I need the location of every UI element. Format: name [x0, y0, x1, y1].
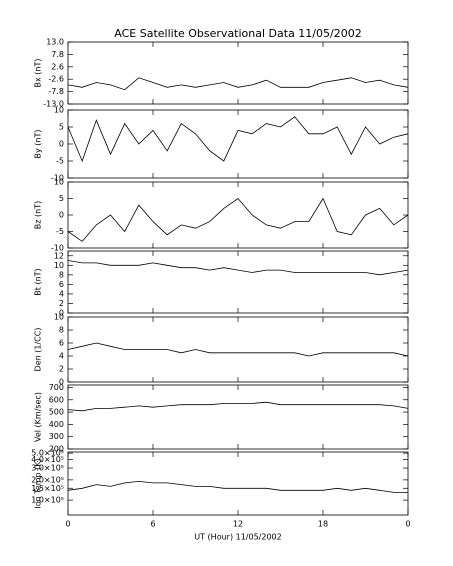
y-tick-label: 10	[54, 106, 64, 115]
data-line	[67, 77, 409, 91]
y-tick-label: 7.8	[51, 50, 64, 59]
y-tick-label: -5	[56, 227, 64, 236]
x-tick-label: 6	[150, 520, 155, 529]
data-line	[67, 342, 409, 357]
y-tick-label: -13.0	[43, 100, 64, 109]
y-tick-label: 5.0×10⁵	[31, 449, 64, 458]
y-tick-label: 10	[54, 313, 64, 322]
y-tick-label: 6	[59, 280, 64, 289]
panel-frame	[67, 451, 409, 516]
y-tick-label: 13.0	[46, 38, 64, 47]
y-tick-label: 0	[59, 211, 64, 220]
data-line	[67, 401, 409, 412]
y-axis-label: Bx (nT)	[34, 59, 43, 88]
x-tick-label: 0	[405, 520, 410, 529]
y-tick-label: -10	[51, 174, 64, 183]
y-tick-label: 3.0×10⁵	[31, 464, 64, 473]
y-tick-label: 2.0×10⁵	[31, 475, 64, 484]
y-tick-label: 5	[59, 123, 64, 132]
y-axis-label: Vel (Km/sec)	[34, 392, 43, 442]
panel-frame	[67, 181, 409, 249]
y-tick-label: 1.0×10⁵	[31, 496, 64, 505]
data-line	[67, 260, 409, 276]
x-tick-label: 12	[233, 520, 243, 529]
y-tick-label: -10	[51, 244, 64, 253]
y-tick-label: 500	[49, 408, 64, 417]
x-tick-label: 0	[65, 520, 70, 529]
panel-frame	[67, 41, 409, 105]
y-tick-label: 2.6	[51, 62, 64, 71]
y-axis-label: Bt (nT)	[34, 268, 43, 295]
y-tick-label: -5	[56, 157, 64, 166]
y-axis-label: Bz (nT)	[34, 201, 43, 229]
y-tick-label: 2	[59, 365, 64, 374]
y-tick-label: 8	[59, 270, 64, 279]
chart-title: ACE Satellite Observational Data 11/05/2…	[114, 27, 361, 40]
y-axis-label: By (nT)	[34, 130, 43, 159]
y-tick-label: 4.0×10⁵	[31, 455, 64, 464]
panel-frame	[67, 384, 409, 450]
y-tick-label: 600	[49, 395, 64, 404]
y-tick-label: 8	[59, 326, 64, 335]
x-tick-label: 18	[318, 520, 328, 529]
x-axis-label: UT (Hour) 11/05/2002	[194, 533, 281, 542]
y-tick-label: 1.5×10⁵	[31, 484, 64, 493]
panel-frame	[67, 316, 409, 383]
data-line	[67, 197, 409, 242]
y-tick-label: 0	[59, 378, 64, 387]
y-tick-label: 12	[54, 251, 64, 260]
y-tick-label: -7.8	[48, 87, 64, 96]
y-tick-label: 0	[59, 309, 64, 318]
data-line	[67, 480, 408, 493]
y-tick-label: 300	[49, 432, 64, 441]
y-tick-label: 2	[59, 299, 64, 308]
y-tick-label: 5	[59, 194, 64, 203]
y-tick-label: 6	[59, 339, 64, 348]
y-tick-label: 10	[54, 178, 64, 187]
y-tick-label: 400	[49, 420, 64, 429]
y-axis-label: Den (1/CC)	[34, 328, 43, 372]
y-tick-label: 4	[59, 352, 64, 361]
y-tick-label: 700	[49, 383, 64, 392]
y-tick-label: 4	[59, 289, 64, 298]
y-axis-label: Ion Temp (K)	[34, 458, 43, 508]
panel-frame	[67, 250, 409, 314]
y-tick-label: 0	[59, 140, 64, 149]
y-tick-label: 10	[54, 261, 64, 270]
y-tick-label: -2.6	[48, 75, 64, 84]
y-tick-label: 200	[49, 445, 64, 454]
data-line	[67, 116, 409, 163]
